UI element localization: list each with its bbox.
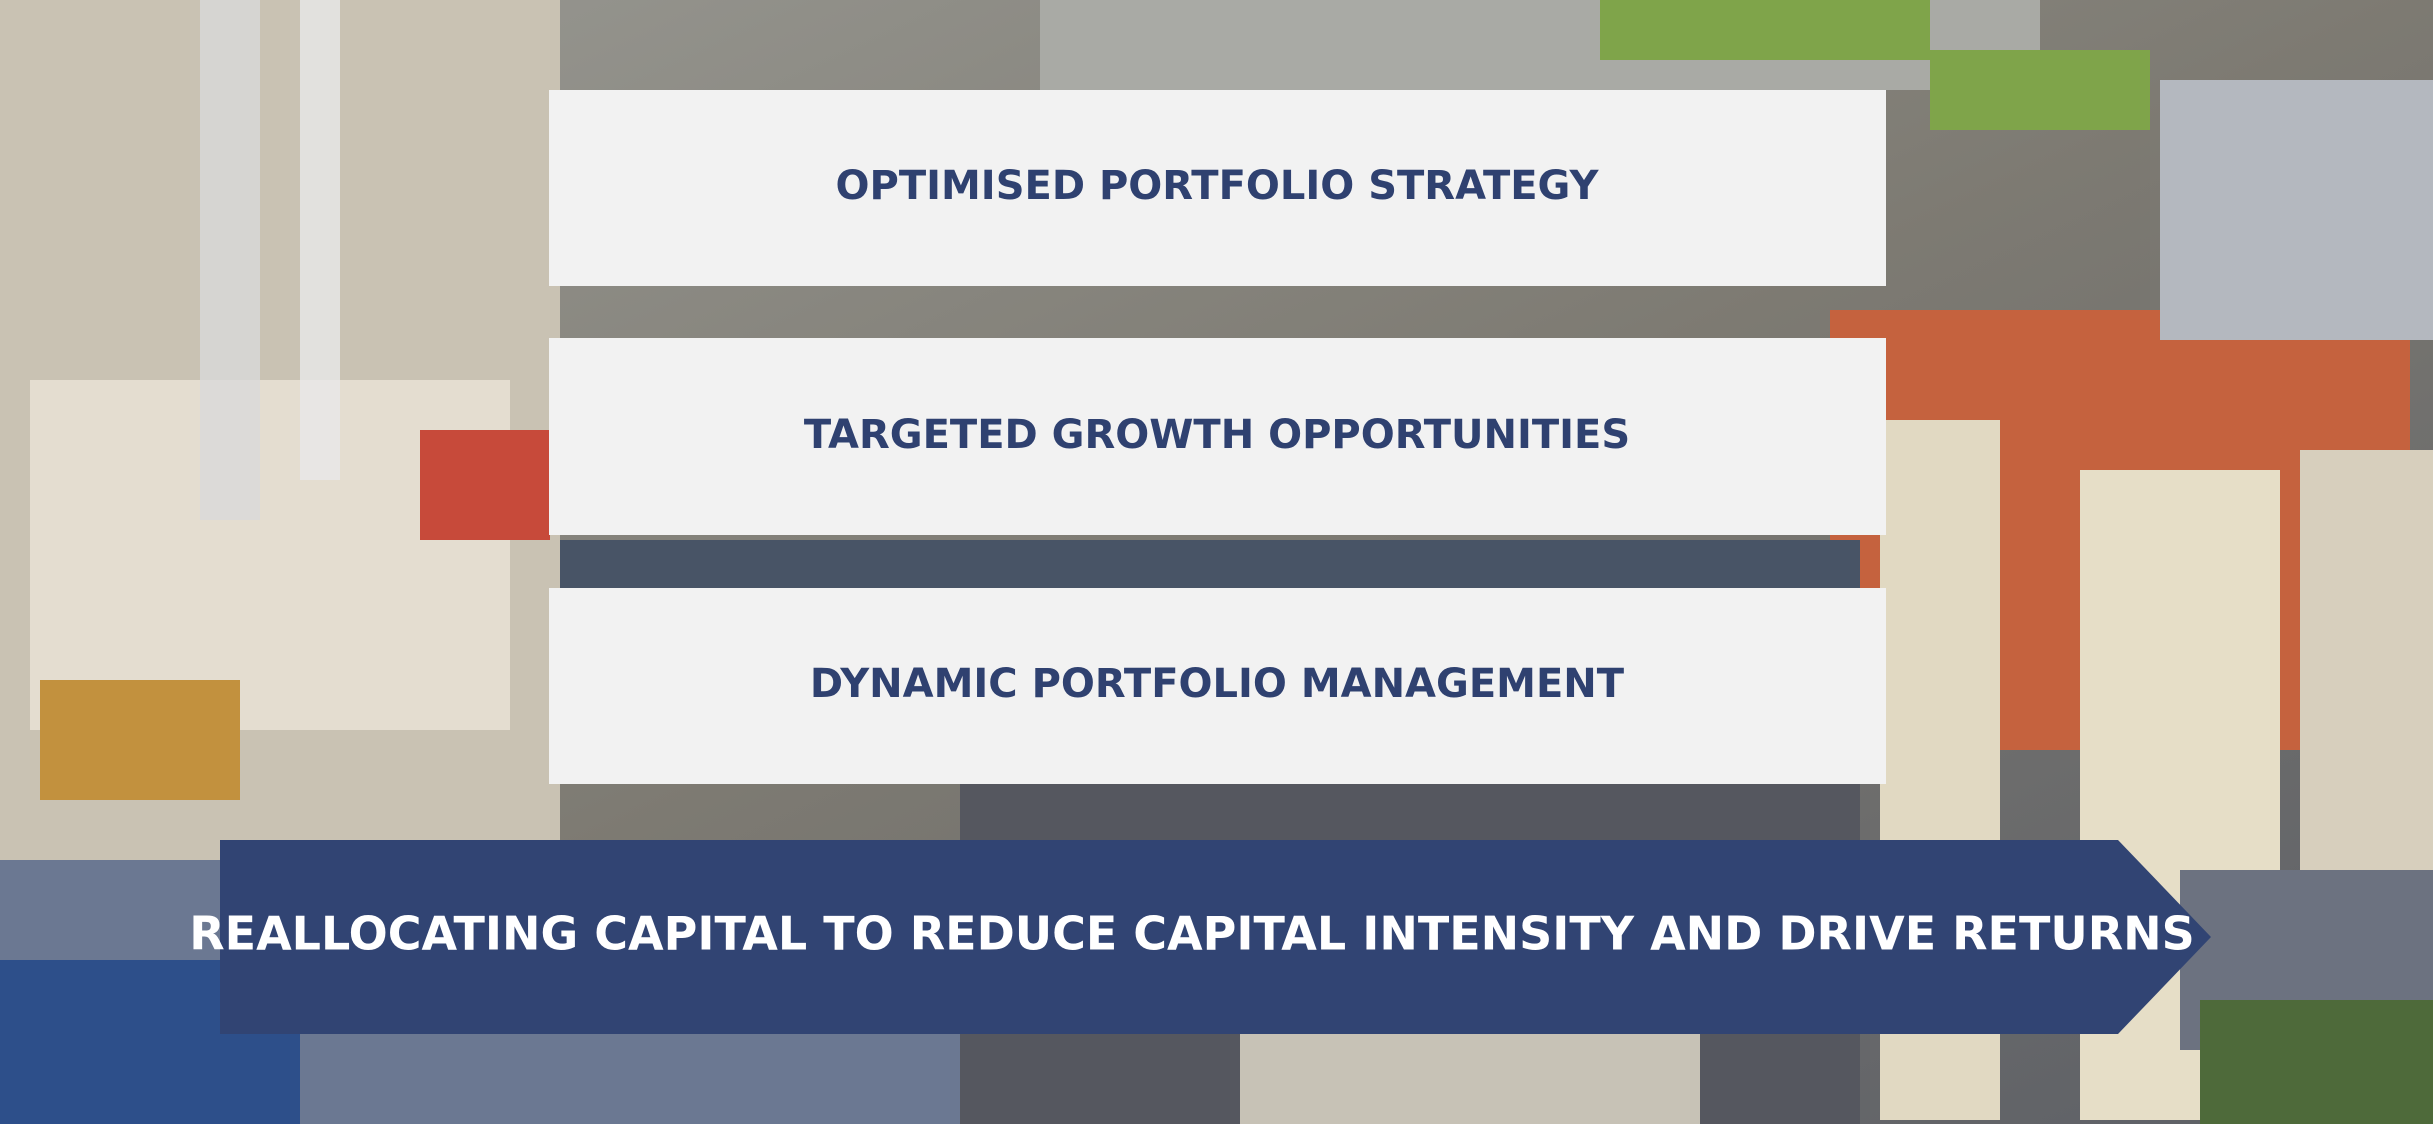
item-boxes: OPTIMISED PORTFOLIO STRATEGY TARGETED GR… bbox=[549, 90, 1886, 784]
item-text: TARGETED GROWTH OPPORTUNITIES bbox=[804, 412, 1630, 458]
banner: REALLOCATING CAPITAL TO REDUCE CAPITAL I… bbox=[189, 840, 2211, 1034]
slide: OPTIMISED PORTFOLIO STRATEGY TARGETED GR… bbox=[0, 0, 2433, 1124]
banner-text: REALLOCATING CAPITAL TO REDUCE CAPITAL I… bbox=[189, 907, 2195, 961]
page: {"items": ["OPTIMISED PORTFOLIO STRATEGY… bbox=[0, 0, 2433, 1124]
item-text: DYNAMIC PORTFOLIO MANAGEMENT bbox=[810, 661, 1625, 707]
item-text: OPTIMISED PORTFOLIO STRATEGY bbox=[836, 163, 1600, 209]
